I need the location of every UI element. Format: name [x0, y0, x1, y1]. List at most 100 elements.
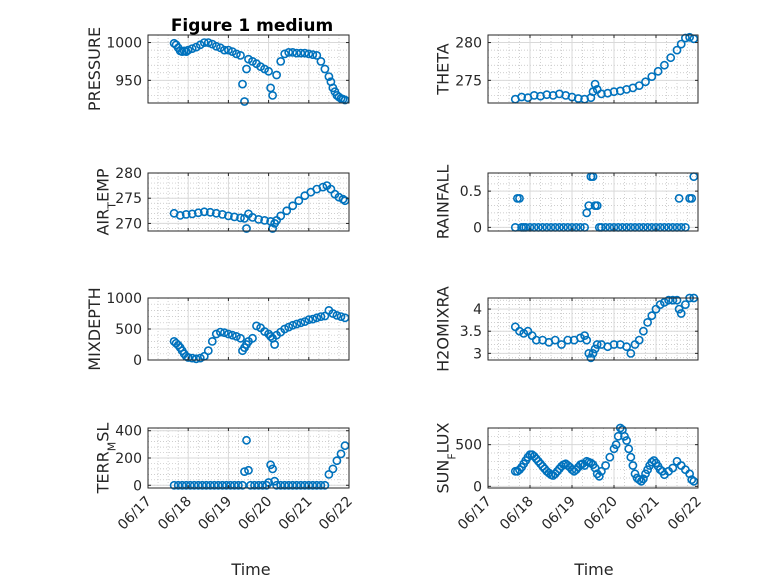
- y-axis-label: AIRTEMP: [94, 168, 119, 235]
- data-point: [674, 304, 684, 314]
- y-axis-label: TERRMSL: [94, 423, 119, 495]
- data-point: [324, 72, 334, 81]
- data-point: [266, 331, 275, 341]
- data-point: [219, 45, 229, 55]
- data-point: [557, 340, 566, 349]
- y-tick-label: 200: [115, 451, 142, 467]
- data-point: [254, 214, 263, 224]
- y-tick-label: 280: [115, 166, 142, 182]
- data-point: [630, 469, 640, 479]
- data-point: [304, 49, 314, 59]
- data-point: [573, 94, 583, 103]
- data-point: [296, 48, 306, 58]
- data-point: [231, 331, 241, 341]
- data-point: [213, 480, 223, 490]
- data-point: [529, 91, 539, 100]
- data-point: [225, 480, 235, 490]
- data-point: [586, 458, 596, 468]
- data-point: [515, 326, 524, 336]
- data-point: [643, 465, 652, 475]
- data-point: [641, 77, 650, 87]
- data-point: [294, 196, 304, 206]
- data-point: [288, 48, 298, 57]
- data-point: [336, 312, 346, 321]
- series-markers: [510, 32, 699, 104]
- data-point: [288, 320, 298, 330]
- data-point: [211, 41, 221, 51]
- data-point: [647, 311, 657, 321]
- y-tick-label: 0.5: [460, 184, 482, 200]
- data-point: [647, 72, 657, 81]
- data-point: [175, 210, 185, 220]
- data-point: [643, 317, 652, 327]
- data-point: [215, 327, 225, 337]
- data-point: [238, 480, 247, 490]
- data-point: [308, 314, 318, 324]
- data-point: [571, 465, 581, 475]
- data-point: [199, 38, 209, 47]
- data-point: [515, 193, 524, 203]
- data-point: [639, 474, 648, 484]
- y-axis-label: RAINFALL: [434, 165, 453, 240]
- data-point: [268, 464, 277, 474]
- data-point: [605, 452, 615, 462]
- y-axis-label: MIXDEPTH: [85, 287, 104, 370]
- data-point: [597, 466, 606, 476]
- data-point: [187, 44, 197, 53]
- data-point: [248, 333, 257, 343]
- data-point: [252, 321, 261, 331]
- data-point: [229, 212, 239, 222]
- panel-rainfall: 0 0.5 RAINFALL: [434, 165, 699, 240]
- data-point: [332, 456, 342, 466]
- data-point: [227, 330, 237, 340]
- data-point: [681, 300, 690, 309]
- data-point: [563, 335, 573, 345]
- data-point: [292, 480, 302, 490]
- data-point: [676, 309, 686, 318]
- data-point: [590, 344, 600, 354]
- data-point: [655, 465, 665, 475]
- data-point: [250, 480, 259, 490]
- data-point: [622, 342, 631, 352]
- data-point: [531, 454, 541, 464]
- data-point: [538, 461, 547, 471]
- data-point: [689, 476, 699, 486]
- data-point: [236, 213, 245, 223]
- y-tick-label: 4: [473, 302, 482, 318]
- series-markers: [169, 435, 350, 490]
- data-point: [240, 467, 249, 476]
- data-point: [292, 319, 302, 329]
- data-point: [236, 333, 245, 343]
- axes-frame: [487, 172, 699, 232]
- data-point: [639, 326, 648, 336]
- data-point: [609, 87, 619, 97]
- data-point: [668, 295, 678, 305]
- data-point: [266, 460, 275, 470]
- data-point: [320, 480, 330, 490]
- data-point: [270, 476, 279, 486]
- data-point: [681, 33, 690, 43]
- data-point: [668, 463, 678, 473]
- data-point: [660, 297, 669, 307]
- data-point: [199, 207, 209, 217]
- data-point: [542, 90, 552, 100]
- data-point: [634, 335, 644, 345]
- data-point: [203, 38, 213, 47]
- data-point: [308, 50, 318, 59]
- data-point: [338, 194, 348, 204]
- data-point: [193, 208, 203, 218]
- data-point: [626, 452, 636, 462]
- data-point: [300, 48, 310, 58]
- data-point: [676, 39, 686, 49]
- data-point: [655, 300, 665, 309]
- data-point: [260, 215, 269, 225]
- data-point: [332, 310, 342, 320]
- data-point: [653, 66, 663, 76]
- data-point: [672, 295, 682, 305]
- y-tick-label: 0: [133, 353, 142, 369]
- y-tick-label: 275: [115, 191, 142, 207]
- data-point: [687, 475, 697, 485]
